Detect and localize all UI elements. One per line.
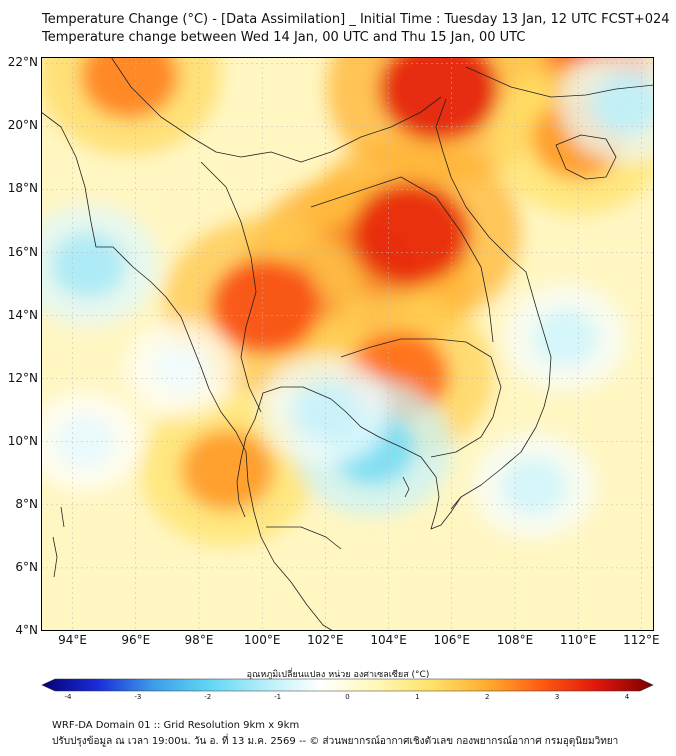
cambodia-border — [340, 338, 502, 458]
gulf-thailand-north — [262, 386, 462, 530]
field-core-7 — [181, 429, 274, 511]
longitude-label: 98°E — [184, 633, 214, 647]
longitude-label: 106°E — [433, 633, 471, 647]
coastlines-and-borders — [41, 57, 654, 631]
footer-model-info: WRF-DA Domain 01 :: Grid Resolution 9km … — [52, 720, 300, 731]
colorbar — [41, 678, 654, 692]
phu-quoc-island — [402, 476, 410, 498]
longitude-label: 102°E — [307, 633, 344, 647]
colorbar-tick-label: -1 — [274, 693, 282, 701]
field-core-10 — [50, 232, 126, 298]
field-core-2 — [379, 57, 499, 141]
longitude-label: 108°E — [496, 633, 534, 647]
south-china-coast — [465, 66, 654, 98]
longitude-label: 110°E — [559, 633, 597, 647]
colorbar-tick-label: 4 — [624, 693, 630, 701]
map-border — [41, 57, 654, 631]
field-core-14 — [500, 457, 567, 515]
latitude-label: 4°N — [15, 623, 38, 637]
latitude-label: 20°N — [7, 118, 38, 133]
latitude-label: 6°N — [15, 559, 38, 574]
mainland-coastline — [41, 111, 334, 631]
latitude-label: 10°N — [7, 433, 38, 448]
laos-border — [310, 176, 494, 343]
footer-credit: ปรับปรุงข้อมูล ณ เวลา 19:00น. วัน อ. ที่… — [52, 736, 619, 747]
vietnam-coast — [435, 98, 552, 510]
latitude-label: 18°N — [7, 181, 38, 196]
myanmar-north-border — [110, 57, 442, 163]
latitude-label: 22°N — [7, 55, 38, 70]
longitude-label: 112°E — [623, 633, 660, 647]
field-core-3 — [211, 258, 320, 354]
thailand-myanmar-border — [200, 161, 262, 413]
colorbar-tick-label: -3 — [134, 693, 142, 701]
temperature-field — [41, 57, 654, 546]
longitude-label: 96°E — [121, 633, 151, 647]
colorbar-gradient — [41, 678, 654, 692]
colorbar-tick-label: -4 — [64, 693, 72, 701]
colorbar-title: อุณหภูมิเปลี่ยนแปลง หน่วย องศาเซลเซียส (… — [246, 670, 430, 680]
field-core-1 — [351, 182, 470, 285]
longitude-label: 94°E — [58, 633, 88, 647]
latitude-label: 8°N — [15, 496, 38, 511]
gulf-thailand-west — [236, 392, 264, 518]
colorbar-tick-label: 0 — [345, 693, 350, 701]
longitude-label: 100°E — [243, 633, 281, 647]
lat-lon-grid — [41, 57, 654, 631]
latitude-label: 14°N — [7, 307, 38, 322]
latitude-label: 12°N — [7, 370, 38, 385]
field-core-15 — [150, 343, 210, 396]
colorbar-tick-label: 3 — [554, 693, 560, 701]
latitude-label: 16°N — [7, 244, 38, 259]
field-core-12 — [590, 73, 654, 136]
map-title: Temperature Change (°C) - [Data Assimila… — [42, 12, 670, 27]
field-core-13 — [532, 308, 599, 367]
field-core-11 — [291, 380, 360, 441]
andaman-islands — [52, 506, 65, 578]
colorbar-tick-label: -2 — [204, 693, 212, 701]
field-core-16 — [54, 414, 116, 469]
colorbar-tick-label: 1 — [415, 693, 420, 701]
map-subtitle: Temperature change between Wed 14 Jan, 0… — [42, 30, 526, 45]
colorbar-tick-label: 2 — [485, 693, 490, 701]
hainan-island — [555, 134, 617, 180]
malaysia-border — [266, 526, 342, 550]
longitude-label: 104°E — [370, 633, 407, 647]
temperature-change-map — [41, 57, 654, 631]
field-core-4 — [80, 57, 179, 119]
